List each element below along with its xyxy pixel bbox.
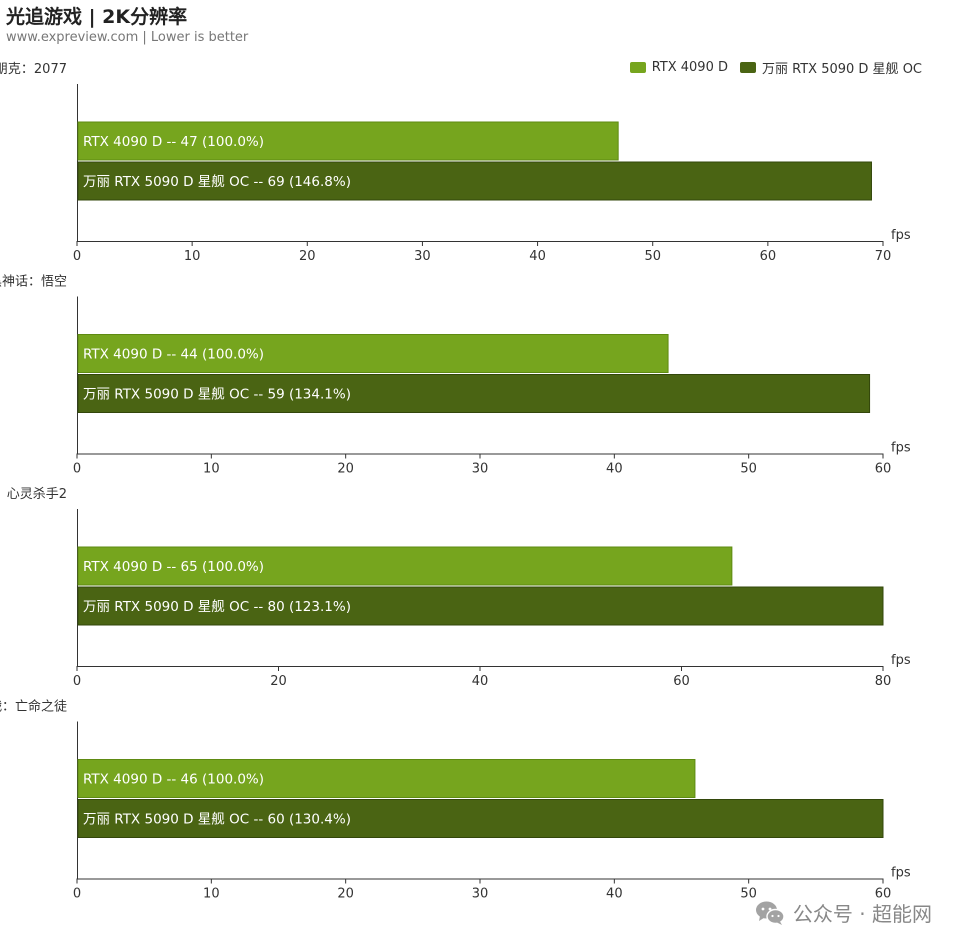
- chart-2-unit-label: fps: [891, 441, 911, 456]
- chart-1-tick-label-70: 70: [875, 249, 892, 264]
- chart-legend: RTX 4090 D 万丽 RTX 5090 D 星舰 OC: [618, 58, 922, 77]
- chart-4-unit-label: fps: [891, 866, 911, 881]
- chart-2-tick-label-30: 30: [472, 462, 489, 477]
- legend-swatch-rtx-4090-d: [629, 62, 646, 73]
- chart-3-bar-label-series-2: 万丽 RTX 5090 D 星舰 OC -- 80 (123.1%): [83, 599, 351, 615]
- chart-3-tick-label-80: 80: [875, 674, 892, 689]
- watermark-text: 公众号 · 超能网: [792, 902, 932, 926]
- chart-2-tick-label-0: 0: [73, 462, 81, 477]
- chart-1-bar-label-series-2: 万丽 RTX 5090 D 星舰 OC -- 69 (146.8%): [83, 174, 351, 190]
- legend-label-rtx-5090-d: 万丽 RTX 5090 D 星舰 OC: [762, 62, 922, 77]
- chart-3-bar-series-2: [77, 586, 884, 626]
- chart-1-unit-label: fps: [891, 228, 911, 243]
- chart-1-tick-label-30: 30: [414, 249, 431, 264]
- chart-4-tick-label-30: 30: [472, 887, 489, 902]
- chart-4-game-title: 星球大战：亡命之徒: [0, 699, 67, 715]
- chart-2-bar-series-1: [77, 334, 669, 373]
- chart-4-bar-label-series-2: 万丽 RTX 5090 D 星舰 OC -- 60 (130.4%): [83, 812, 351, 828]
- chart-2-tick-label-60: 60: [875, 462, 892, 477]
- chart-1-tick-label-50: 50: [644, 249, 661, 264]
- watermark: 公众号 · 超能网: [755, 898, 932, 927]
- page-subtitle: www.expreview.com | Lower is better: [6, 30, 249, 45]
- chart-3-tick-label-0: 0: [73, 674, 81, 689]
- chart-4-tick-label-0: 0: [73, 887, 81, 902]
- chart-2-tick-label-20: 20: [337, 462, 354, 477]
- chart-2-tick-label-40: 40: [606, 462, 623, 477]
- chart-1-tick-label-40: 40: [529, 249, 546, 264]
- chart-4-tick-label-60: 60: [875, 887, 892, 902]
- legend-item-rtx-5090-d[interactable]: 万丽 RTX 5090 D 星舰 OC: [740, 58, 922, 77]
- legend-label-rtx-4090-d: RTX 4090 D: [651, 60, 728, 75]
- chart-2-game-title: 黑神话：悟空: [0, 275, 67, 290]
- chart-1-bar-series-2: [77, 161, 872, 201]
- legend-swatch-rtx-5090-d: [740, 62, 756, 73]
- chart-3-unit-label: fps: [891, 653, 911, 668]
- chart-1-panel: 赛博朋克：2077 RTX 4090 D -- 47 (100.0%) 万丽 RTX…: [0, 61, 911, 264]
- chart-1-bar-label-series-1: RTX 4090 D -- 47 (100.0%): [83, 134, 264, 150]
- chart-4-tick-label-50: 50: [740, 887, 757, 902]
- legend-item-rtx-4090-d[interactable]: RTX 4090 D: [629, 60, 728, 75]
- chart-2-tick-label-10: 10: [203, 462, 220, 477]
- chart-1-bar-series-1: [77, 121, 619, 161]
- chart-4-bar-series-2: [77, 799, 884, 838]
- chart-3-tick-label-40: 40: [472, 674, 489, 689]
- chart-2-bar-series-2: [77, 374, 871, 413]
- chart-4-panel: 星球大战：亡命之徒 RTX 4090 D -- 46 (100.0%) 万丽 RTX…: [0, 699, 911, 902]
- chart-4-bar-series-1: [77, 759, 696, 798]
- chart-2-bar-label-series-2: 万丽 RTX 5090 D 星舰 OC -- 59 (134.1%): [83, 387, 351, 403]
- chart-3-panel: 心灵杀手2 RTX 4090 D -- 65 (100.0%) 万丽 RTX 509…: [7, 487, 911, 689]
- chart-2-panel: 黑神话：悟空 RTX 4090 D -- 44 (100.0%) 万丽 RTX 50…: [0, 275, 911, 477]
- chart-1-tick-label-20: 20: [299, 249, 316, 264]
- chart-2-tick-label-50: 50: [740, 462, 757, 477]
- page-title: 光追游戏 | 2K分辨率: [6, 6, 188, 28]
- chart-3-tick-label-60: 60: [673, 674, 690, 689]
- chart-1-tick-label-10: 10: [184, 249, 201, 264]
- chart-3-bar-series-1: [77, 546, 733, 586]
- wechat-icon: [755, 901, 785, 925]
- chart-4-bar-label-series-1: RTX 4090 D -- 46 (100.0%): [83, 772, 264, 788]
- chart-4-tick-label-40: 40: [606, 887, 623, 902]
- chart-3-tick-label-20: 20: [270, 674, 287, 689]
- chart-2-bar-label-series-1: RTX 4090 D -- 44 (100.0%): [83, 347, 264, 363]
- chart-1-game-title: 赛博朋克：2077: [0, 61, 67, 77]
- chart-1-tick-label-0: 0: [73, 249, 81, 264]
- chart-3-game-title: 心灵杀手2: [7, 487, 67, 502]
- chart-1-tick-label-60: 60: [760, 249, 777, 264]
- chart-4-tick-label-20: 20: [337, 887, 354, 902]
- chart-4-tick-label-10: 10: [203, 887, 220, 902]
- chart-3-bar-label-series-1: RTX 4090 D -- 65 (100.0%): [83, 559, 264, 575]
